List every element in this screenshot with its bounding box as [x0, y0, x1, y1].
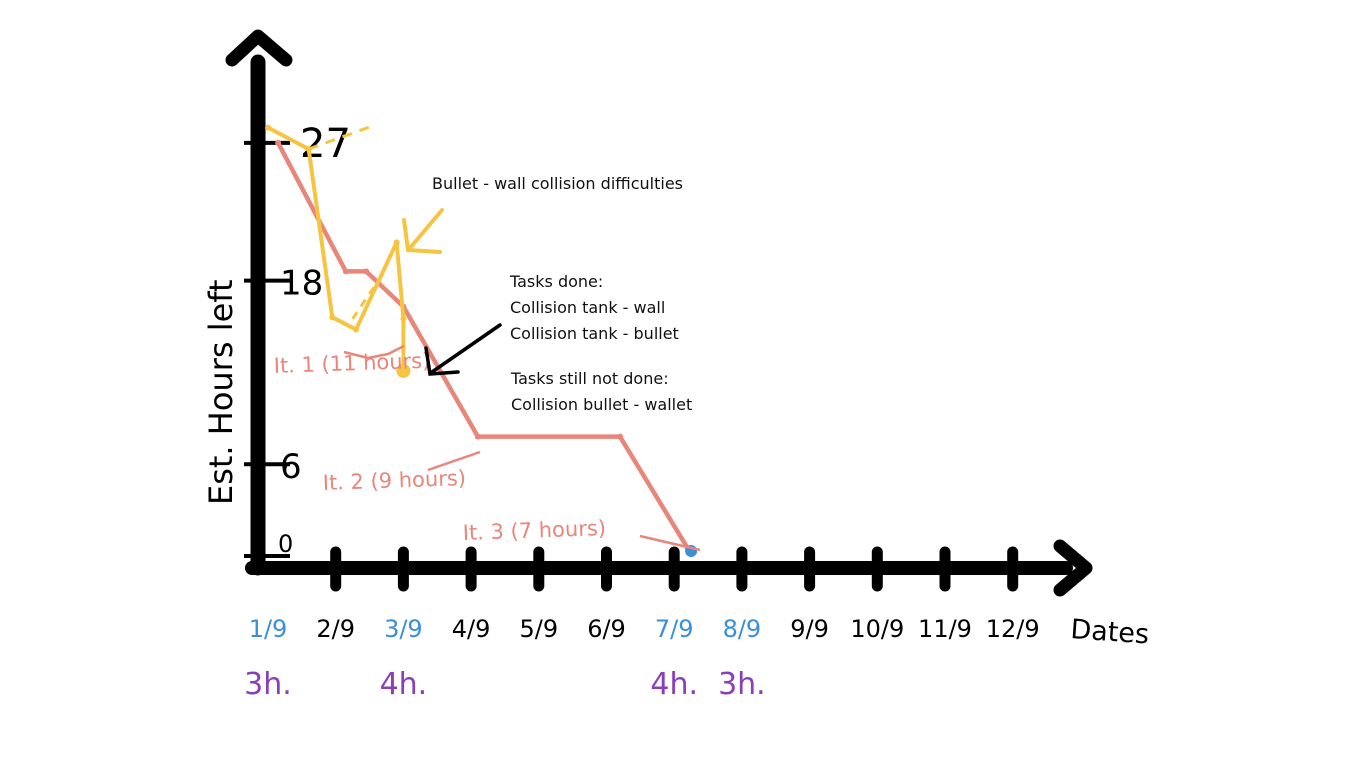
y-axis-arrow: [225, 29, 293, 67]
planned-point: [363, 268, 370, 275]
iteration-2-connector: [427, 450, 481, 472]
work-hours-label: 3h.: [718, 667, 766, 702]
actual-dashed-guide: [351, 267, 388, 320]
x-axis-arrow: [1053, 539, 1093, 597]
actual-dashed-guide: [308, 123, 377, 151]
y-tick-label: 18: [280, 264, 323, 304]
x-tick-label: 9/9: [790, 615, 829, 643]
x-tick-label: 10/9: [850, 615, 904, 643]
x-tick-label: 1/9: [249, 615, 288, 643]
y-tick-label: 0: [278, 530, 293, 558]
x-tick-label: 2/9: [316, 615, 355, 643]
x-axis-title: Dates: [1070, 614, 1151, 650]
tasks-not-done-block: Tasks still not done: Collision bullet -…: [511, 366, 692, 418]
tasks-done-item: Collision tank - wall: [510, 298, 666, 317]
tasks-not-done-title: Tasks still not done:: [511, 369, 669, 388]
bullet-collision-note: Bullet - wall collision difficulties: [432, 174, 684, 193]
y-tick-label: 27: [300, 121, 351, 167]
x-tick-label: 12/9: [986, 615, 1040, 643]
iteration-label-2: It. 2 (9 hours): [322, 466, 466, 495]
black-arrow-icon: [424, 323, 502, 376]
planned-point: [275, 139, 282, 146]
work-hours-label: 4h.: [650, 667, 698, 702]
x-tick-label: 8/9: [723, 615, 762, 643]
iteration-label-3: It. 3 (7 hours): [462, 516, 606, 545]
iteration-1-bracket: [343, 344, 405, 360]
work-hours-labels: 3h. 4h. 4h. 3h.: [244, 667, 766, 702]
planned-point: [474, 433, 481, 440]
tasks-done-item: Collision tank - bullet: [510, 324, 679, 343]
yellow-arrow-icon: [402, 208, 444, 254]
actual-point: [353, 326, 360, 333]
x-tick-label: 5/9: [519, 615, 558, 643]
x-tick-label: 7/9: [655, 615, 694, 643]
y-axis-title: Est. Hours left: [202, 279, 240, 505]
work-hours-label: 4h.: [380, 667, 428, 702]
actual-point: [393, 239, 400, 246]
work-hours-label: 3h.: [244, 667, 292, 702]
x-tick-label: 6/9: [587, 615, 626, 643]
actual-point: [265, 124, 271, 131]
x-tick-labels: 1/9 2/9 3/9 4/9 5/9 6/9 7/9 8/9 9/9 10/9 11/9 12/9: [249, 615, 1040, 643]
x-ticks: [330, 546, 1019, 592]
tasks-not-done-item: Collision bullet - wallet: [511, 395, 693, 414]
tasks-done-title: Tasks done:: [510, 272, 604, 291]
x-tick-label: 4/9: [452, 615, 491, 643]
axes: [225, 29, 1093, 597]
actual-point: [396, 363, 411, 378]
y-tick-label: 6: [280, 447, 302, 487]
y-tick-marks: [244, 140, 290, 558]
planned-point: [617, 433, 624, 440]
planned-point: [342, 268, 349, 275]
actual-point: [400, 315, 407, 322]
tasks-done-block: Tasks done: Collision tank - wall Collis…: [510, 269, 679, 347]
x-tick-label: 3/9: [384, 615, 423, 643]
iteration-3-connector: [639, 534, 701, 552]
x-tick-label: 11/9: [918, 615, 972, 643]
actual-point: [329, 314, 336, 321]
